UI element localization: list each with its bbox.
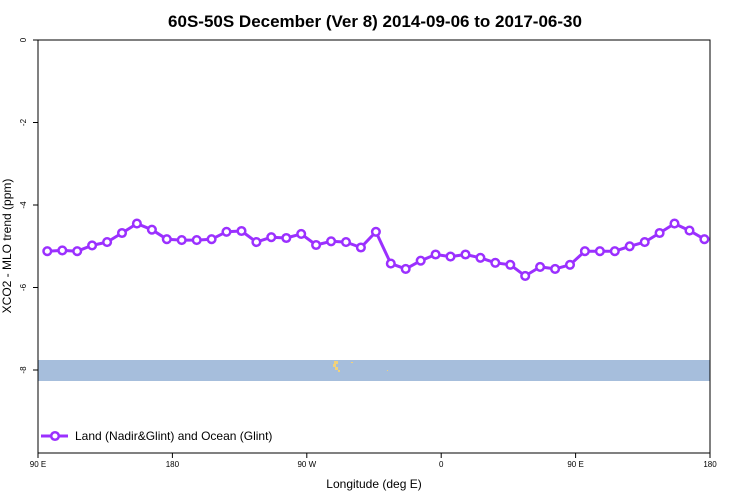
x-tick-label: 180 <box>166 460 180 469</box>
land-shape <box>333 364 336 367</box>
data-point <box>72 246 83 257</box>
legend: Land (Nadir&Glint) and Ocean (Glint) <box>41 429 272 443</box>
data-point <box>176 235 187 246</box>
data-point <box>550 263 561 274</box>
land-shape <box>335 367 338 370</box>
data-point <box>445 251 456 262</box>
land-patch <box>333 361 388 372</box>
data-point <box>221 226 232 237</box>
chart-title: 60S-50S December (Ver 8) 2014-09-06 to 2… <box>168 12 582 31</box>
land-shape <box>338 370 340 372</box>
y-tick-label: -2 <box>19 118 28 126</box>
x-tick-label: 0 <box>439 460 444 469</box>
legend-label: Land (Nadir&Glint) and Ocean (Glint) <box>75 429 272 443</box>
legend-marker <box>49 430 61 442</box>
data-point <box>594 246 605 257</box>
data-point <box>281 232 292 244</box>
data-point <box>460 249 471 260</box>
data-point <box>326 236 337 247</box>
data-point <box>251 237 262 248</box>
map-band <box>38 360 710 381</box>
data-point <box>370 226 381 237</box>
data-point <box>430 249 441 260</box>
y-tick-label: 0 <box>19 37 28 42</box>
y-tick-label: -4 <box>19 201 28 209</box>
x-axis: 90 E 180 90 W 0 90 E 180 <box>30 453 717 469</box>
data-point <box>236 225 247 237</box>
data-point <box>505 259 516 270</box>
x-tick-label: 90 W <box>297 460 316 469</box>
data-point <box>191 235 202 246</box>
data-point <box>161 234 172 245</box>
data-point <box>57 245 68 256</box>
data-point <box>609 246 620 257</box>
data-point <box>684 225 695 236</box>
data-point <box>102 237 113 248</box>
land-shape <box>387 370 388 371</box>
data-point <box>699 234 710 245</box>
data-point <box>520 270 531 281</box>
y-axis-label: XCO2 - MLO trend (ppm) <box>0 179 14 314</box>
data-point <box>400 263 411 274</box>
data-point <box>579 246 590 257</box>
data-point <box>340 237 352 248</box>
y-tick-label: -6 <box>19 283 28 291</box>
land-shape <box>334 361 338 364</box>
data-point <box>311 239 322 251</box>
data-point <box>87 240 98 251</box>
data-point <box>266 232 277 243</box>
x-tick-label: 90 E <box>567 460 583 469</box>
data-point <box>146 224 157 235</box>
data-point <box>385 258 396 269</box>
data-point <box>415 255 426 266</box>
x-axis-label: Longitude (deg E) <box>326 477 421 491</box>
data-point <box>564 259 576 270</box>
data-point <box>535 261 546 272</box>
y-tick-label: -8 <box>19 366 28 374</box>
data-point <box>639 237 650 248</box>
data-point <box>669 218 680 229</box>
data-point <box>624 241 635 252</box>
land-shape <box>351 362 353 363</box>
data-point <box>296 228 307 239</box>
x-tick-label: 180 <box>703 460 717 469</box>
data-point <box>490 257 501 268</box>
data-point <box>654 227 665 239</box>
x-tick-label: 90 E <box>30 460 46 469</box>
data-point <box>355 242 366 253</box>
data-point <box>131 218 142 229</box>
data-point <box>116 227 128 239</box>
data-point <box>475 252 486 263</box>
data-point <box>206 234 217 245</box>
series-group <box>42 218 710 281</box>
plot-frame <box>37 39 711 454</box>
data-point <box>42 246 53 257</box>
y-axis: 0 -2 -4 -6 -8 <box>19 37 38 374</box>
